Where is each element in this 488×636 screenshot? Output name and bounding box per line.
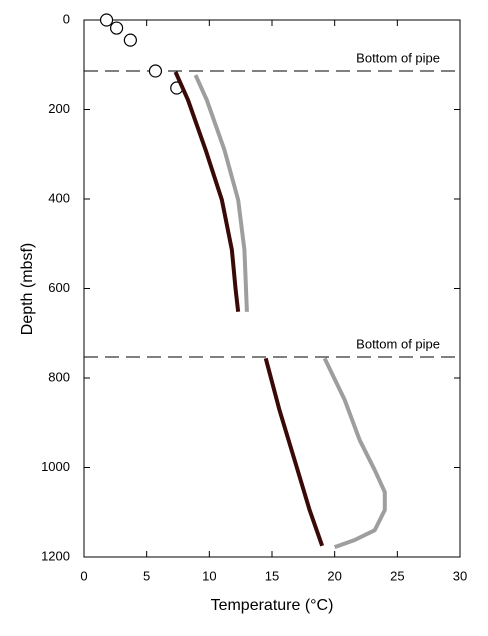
data-point xyxy=(123,33,137,47)
y-tick-label: 400 xyxy=(48,190,70,205)
x-tick-label: 20 xyxy=(327,568,341,583)
x-tick-label: 25 xyxy=(390,568,404,583)
y-tick-label: 800 xyxy=(48,369,70,384)
plot-frame xyxy=(83,19,461,558)
x-tick-label: 0 xyxy=(80,568,87,583)
temperature-line xyxy=(322,357,387,550)
y-tick-label: 0 xyxy=(63,11,70,26)
annotation: Bottom of pipe xyxy=(356,336,440,351)
y-tick-label: 1000 xyxy=(41,459,70,474)
y-tick-label: 600 xyxy=(48,280,70,295)
data-point xyxy=(109,21,124,35)
y-tick-label: 200 xyxy=(48,101,70,116)
temperature-line xyxy=(193,74,249,312)
temperature-line xyxy=(173,71,241,312)
temperature-line xyxy=(263,357,325,547)
data-point xyxy=(148,64,163,78)
y-tick-label: 1200 xyxy=(41,548,70,563)
annotation: Bottom of pipe xyxy=(356,50,440,65)
data-point xyxy=(99,13,114,27)
x-axis-label: Temperature (°C) xyxy=(211,597,334,614)
x-tick-label: 10 xyxy=(202,568,216,583)
x-tick-label: 15 xyxy=(265,568,279,583)
y-axis-label: Depth (mbsf) xyxy=(19,243,36,335)
x-tick-label: 5 xyxy=(143,568,150,583)
x-tick-label: 30 xyxy=(453,568,467,583)
